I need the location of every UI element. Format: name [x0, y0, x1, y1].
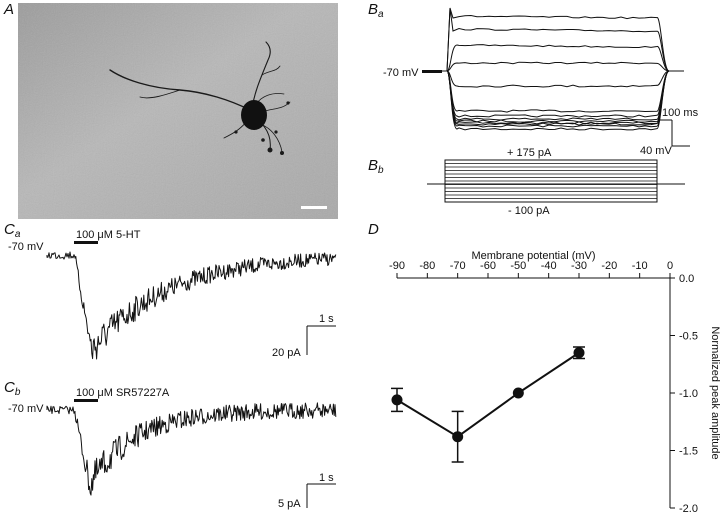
ca-amp-scale: 20 pA [272, 347, 301, 359]
ba-traces [422, 7, 684, 131]
ba-trace [428, 7, 684, 72]
panel-a-label: A [3, 1, 14, 18]
d-x-axis-title: Membrane potential (mV) [471, 250, 595, 262]
neuron-soma [241, 100, 267, 130]
cb-scale-bars [306, 483, 336, 508]
ba-scale-bars [660, 119, 690, 147]
d-y-axis-title: Normalized peak amplitude [709, 326, 720, 459]
ba-trace [428, 70, 684, 113]
d-y-tick-label: -2.0 [679, 503, 698, 514]
ba-trace [428, 7, 684, 72]
ba-trace [428, 70, 684, 123]
d-x-tick-label: -50 [510, 260, 526, 272]
ba-holding-line [422, 70, 442, 73]
ba-time-scale: 100 ms [662, 107, 699, 119]
ba-trace [428, 70, 684, 125]
d-x-tick-label: -90 [389, 260, 405, 272]
panel-a: A [3, 1, 338, 219]
cb-amp-scale: 5 pA [278, 498, 301, 510]
ba-trace [428, 70, 684, 128]
d-data-point [573, 347, 585, 359]
cb-drug-bar [74, 399, 98, 402]
d-data-point [512, 387, 524, 399]
panel-cb-label: Cb [4, 379, 21, 398]
d-series-line [396, 351, 580, 438]
d-x-tick-label: -20 [601, 260, 617, 272]
ba-trace [428, 61, 684, 72]
bb-top-step: + 175 pA [507, 147, 552, 159]
ca-current-trace [46, 251, 337, 360]
ba-trace [428, 44, 684, 72]
cb-current-trace [46, 402, 337, 496]
cb-time-scale: 1 s [319, 472, 334, 484]
neuron-varicosities [234, 101, 290, 155]
panel-cb: Cb 100 μM SR57227A -70 mV 1 s 5 pA [4, 379, 337, 510]
ca-drug-label: 100 μM 5-HT [76, 229, 141, 241]
d-y-tick-label: 0.0 [679, 273, 694, 285]
d-x-tick-label: -80 [419, 260, 435, 272]
ca-drug-bar [74, 241, 98, 244]
scale-bar [301, 206, 327, 209]
ca-holding-label: -70 mV [8, 241, 44, 253]
bb-bottom-step: - 100 pA [508, 205, 550, 217]
d-y-tick-label: -1.5 [679, 446, 698, 458]
panel-bb-label: Bb [368, 157, 384, 176]
panel-d-label: D [368, 221, 379, 238]
ba-holding-label: -70 mV [383, 67, 419, 79]
panel-d: D Membrane potential (mV) Normalized pea… [368, 221, 720, 514]
d-y-tick-label: -0.5 [679, 331, 698, 343]
d-chart: Membrane potential (mV) Normalized peak … [389, 250, 720, 514]
cb-drug-label: 100 μM SR57227A [76, 387, 170, 399]
bb-current-steps [427, 159, 685, 203]
panel-ca-label: Ca [4, 221, 21, 240]
d-y-tick-label: -1.0 [679, 388, 698, 400]
d-x-tick-label: -30 [571, 260, 587, 272]
panel-ca: Ca 100 μM 5-HT -70 mV 1 s 20 pA [4, 221, 337, 360]
micrograph-image [18, 3, 338, 219]
ba-trace [428, 70, 684, 118]
d-x-tick-label: -70 [450, 260, 466, 272]
d-data-point [452, 431, 464, 443]
ba-trace [428, 70, 684, 88]
ca-time-scale: 1 s [319, 313, 334, 325]
panel-bb: Bb + 175 pA - 100 pA [368, 147, 685, 217]
panel-ba: Ba -70 mV 100 ms 40 mV [368, 1, 699, 157]
ba-volt-scale: 40 mV [640, 145, 672, 157]
cb-holding-label: -70 mV [8, 403, 44, 415]
ca-scale-bars [306, 325, 336, 355]
d-x-tick-label: -40 [541, 260, 557, 272]
panel-ba-label: Ba [368, 1, 384, 20]
d-x-tick-label: -60 [480, 260, 496, 272]
ba-trace [428, 70, 684, 131]
ba-trace [428, 70, 684, 121]
d-data-point [391, 394, 403, 406]
d-x-tick-label: -10 [632, 260, 648, 272]
d-x-tick-label: 0 [667, 260, 673, 272]
